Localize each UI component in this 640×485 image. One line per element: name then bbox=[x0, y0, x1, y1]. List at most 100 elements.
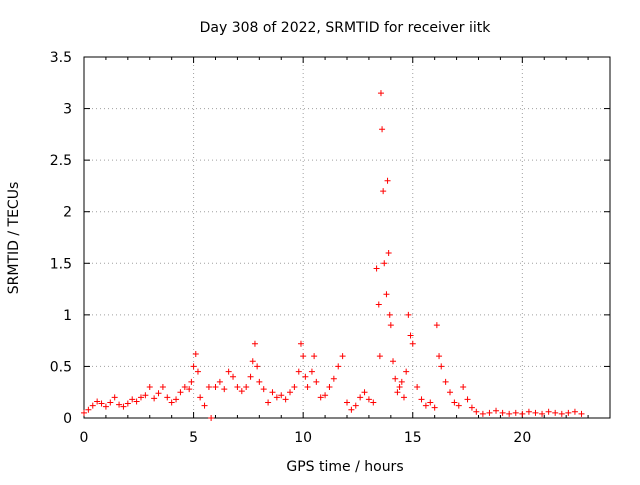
data-point bbox=[300, 353, 307, 360]
data-point bbox=[164, 394, 171, 401]
data-point bbox=[396, 384, 403, 391]
data-point bbox=[107, 399, 114, 406]
data-point bbox=[539, 410, 546, 417]
chart-title: Day 308 of 2022, SRMTID for receiver iit… bbox=[200, 20, 492, 36]
data-point bbox=[400, 394, 407, 401]
data-point bbox=[431, 404, 438, 411]
y-tick-label: 2 bbox=[63, 205, 72, 221]
y-tick-label: 1.5 bbox=[50, 256, 72, 272]
data-point bbox=[532, 409, 539, 416]
data-point bbox=[409, 340, 416, 347]
data-point bbox=[486, 409, 493, 416]
data-point bbox=[379, 126, 386, 133]
data-point bbox=[422, 402, 429, 409]
data-point bbox=[578, 410, 585, 417]
data-point bbox=[129, 396, 136, 403]
data-point bbox=[194, 368, 201, 375]
data-point bbox=[322, 392, 329, 399]
data-point bbox=[302, 373, 309, 380]
data-point bbox=[295, 368, 302, 375]
data-point bbox=[403, 368, 410, 375]
data-point bbox=[159, 384, 166, 391]
data-point bbox=[479, 410, 486, 417]
data-point bbox=[385, 249, 392, 256]
x-tick-label: 20 bbox=[513, 430, 531, 446]
data-point bbox=[330, 375, 337, 382]
data-point bbox=[173, 396, 180, 403]
data-point bbox=[464, 396, 471, 403]
x-tick-label: 5 bbox=[189, 430, 198, 446]
data-point bbox=[116, 401, 123, 408]
data-point bbox=[373, 265, 380, 272]
data-point bbox=[265, 399, 272, 406]
grid-layer bbox=[84, 57, 610, 418]
data-point bbox=[317, 394, 324, 401]
x-tick-label: 10 bbox=[294, 430, 312, 446]
data-point bbox=[525, 408, 532, 415]
data-point bbox=[405, 311, 412, 318]
data-point bbox=[447, 389, 454, 396]
data-point bbox=[291, 384, 298, 391]
data-point bbox=[201, 402, 208, 409]
data-point bbox=[124, 400, 131, 407]
data-point bbox=[418, 396, 425, 403]
data-point bbox=[545, 408, 552, 415]
y-axis-label: SRMTID / TECUs bbox=[6, 182, 22, 295]
data-point bbox=[216, 378, 223, 385]
data-point bbox=[326, 384, 333, 391]
data-point bbox=[247, 373, 254, 380]
data-point bbox=[455, 402, 462, 409]
data-point bbox=[181, 384, 188, 391]
data-point bbox=[188, 378, 195, 385]
data-point bbox=[177, 389, 184, 396]
data-point bbox=[251, 340, 258, 347]
x-tick-label: 0 bbox=[80, 430, 89, 446]
data-point bbox=[565, 409, 572, 416]
data-point bbox=[381, 260, 388, 267]
data-point bbox=[348, 406, 355, 413]
data-point bbox=[383, 291, 390, 298]
data-point bbox=[120, 403, 127, 410]
data-point bbox=[313, 378, 320, 385]
data-point bbox=[335, 363, 342, 370]
data-point bbox=[230, 373, 237, 380]
data-point bbox=[376, 353, 383, 360]
data-point bbox=[212, 384, 219, 391]
data-point bbox=[384, 177, 391, 184]
data-point bbox=[249, 358, 256, 365]
data-point bbox=[94, 398, 101, 405]
data-point bbox=[352, 402, 359, 409]
plot-frame bbox=[83, 56, 611, 419]
data-point bbox=[146, 384, 153, 391]
data-point bbox=[151, 395, 158, 402]
data-point bbox=[308, 368, 315, 375]
data-point bbox=[398, 378, 405, 385]
data-point bbox=[390, 358, 397, 365]
y-tick-label: 0 bbox=[63, 411, 72, 427]
data-point bbox=[304, 384, 311, 391]
data-point bbox=[269, 389, 276, 396]
data-point bbox=[155, 390, 162, 397]
data-point bbox=[282, 396, 289, 403]
data-point bbox=[254, 363, 261, 370]
data-point bbox=[344, 399, 350, 406]
data-point bbox=[311, 353, 318, 360]
data-point bbox=[205, 384, 212, 391]
y-tick-label: 0.5 bbox=[50, 359, 72, 375]
data-point bbox=[234, 384, 241, 391]
y-tick-label: 3 bbox=[63, 102, 72, 118]
data-point bbox=[468, 404, 475, 411]
data-point bbox=[558, 410, 565, 417]
data-point bbox=[238, 388, 245, 395]
data-point bbox=[81, 409, 87, 416]
data-point bbox=[208, 415, 215, 421]
data-point bbox=[133, 398, 140, 405]
data-point bbox=[377, 90, 384, 97]
data-point bbox=[414, 384, 421, 391]
data-point bbox=[392, 375, 399, 382]
data-point bbox=[386, 311, 393, 318]
data-point bbox=[370, 399, 377, 406]
data-point bbox=[433, 322, 440, 329]
data-point bbox=[365, 396, 372, 403]
